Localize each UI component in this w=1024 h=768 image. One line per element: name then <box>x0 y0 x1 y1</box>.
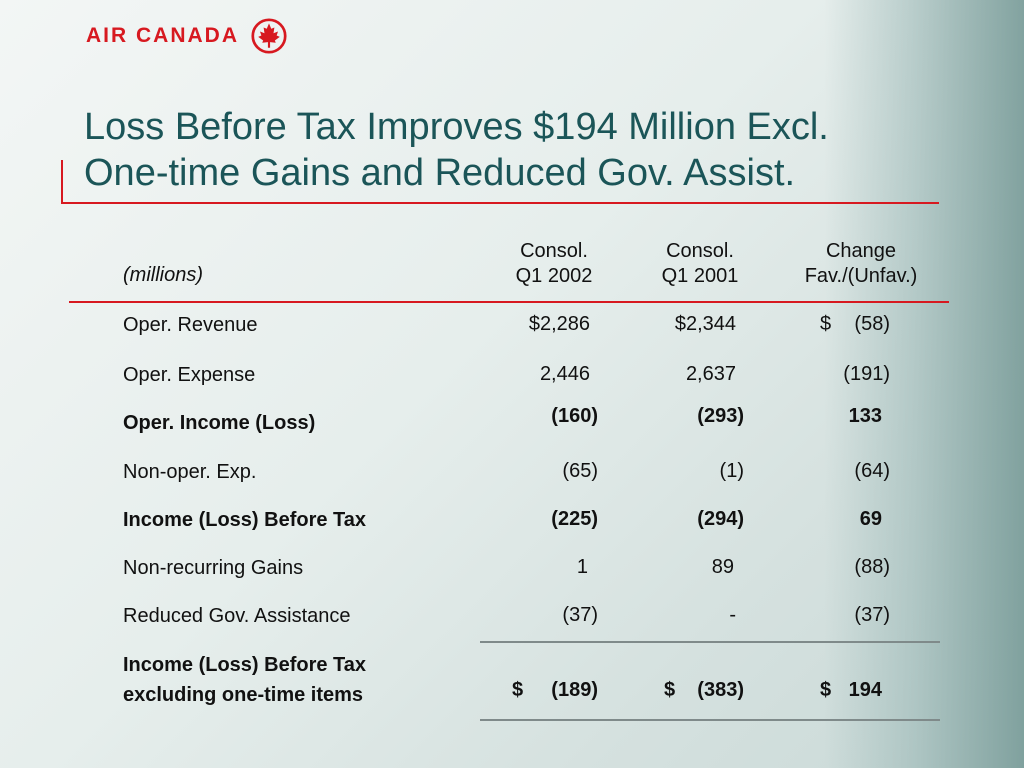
summary-label-line-2: excluding one-time items <box>123 684 364 706</box>
value-non-recurring-gains-2002: 1 <box>576 556 588 578</box>
row-label-non-recurring-gains: Non-recurring Gains <box>123 557 304 579</box>
summary-rule-top <box>480 641 940 643</box>
value-oper-expense-2002: 2,446 <box>539 363 590 385</box>
title-rule-horizontal <box>61 202 939 204</box>
row-label-oper-income: Oper. Income (Loss) <box>123 412 316 434</box>
slide-title: Loss Before Tax Improves $194 Million Ex… <box>84 104 964 196</box>
header-rule <box>69 301 949 303</box>
dollar-sign: $ <box>820 313 832 335</box>
value-oper-expense-change: (191) <box>843 363 890 385</box>
background-band <box>824 0 1024 768</box>
column-header-line: Q1 2001 <box>661 265 739 287</box>
value-summary-change: 194 <box>848 679 882 701</box>
title-line-1: Loss Before Tax Improves $194 Million Ex… <box>84 106 829 148</box>
column-header-q1-2001: Consol. Q1 2001 <box>640 239 760 289</box>
value-oper-revenue-change: (58) <box>854 313 890 335</box>
title-rule-vertical <box>61 160 63 204</box>
summary-rule-bottom <box>480 719 940 721</box>
row-label-income-before-tax: Income (Loss) Before Tax <box>123 509 367 531</box>
value-oper-expense-2001: 2,637 <box>685 363 736 385</box>
row-label-reduced-gov-assistance: Reduced Gov. Assistance <box>123 605 351 627</box>
dollar-sign: $ <box>512 679 524 701</box>
units-label: (millions) <box>123 264 203 286</box>
row-label-oper-expense: Oper. Expense <box>123 364 256 386</box>
column-header-q1-2002: Consol. Q1 2002 <box>494 239 614 289</box>
column-header-change: Change Fav./(Unfav.) <box>781 239 941 289</box>
column-header-line: Q1 2002 <box>515 265 593 287</box>
row-label-oper-revenue: Oper. Revenue <box>123 314 258 336</box>
air-canada-logo: AIR CANADA <box>86 18 287 54</box>
column-header-line: Consol. <box>666 240 734 262</box>
value-non-recurring-gains-change: (88) <box>854 556 890 578</box>
value-oper-revenue-2002: $2,286 <box>528 313 590 335</box>
value-oper-revenue-2001: $2,344 <box>674 313 736 335</box>
value-reduced-gov-assistance-2002: (37) <box>562 604 598 626</box>
dollar-sign: $ <box>820 679 832 701</box>
value-non-oper-exp-2002: (65) <box>562 460 598 482</box>
value-oper-income-change: 133 <box>848 405 882 427</box>
title-line-2: One-time Gains and Reduced Gov. Assist. <box>84 152 796 194</box>
value-income-before-tax-change: 69 <box>859 508 882 530</box>
value-non-recurring-gains-2001: 89 <box>711 556 734 578</box>
value-income-before-tax-2001: (294) <box>697 508 744 530</box>
value-reduced-gov-assistance-2001: - <box>729 604 736 626</box>
logo-wordmark: AIR CANADA <box>86 24 239 47</box>
dollar-sign: $ <box>664 679 676 701</box>
value-summary-2001: (383) <box>697 679 744 701</box>
row-label-non-oper-exp: Non-oper. Exp. <box>123 461 257 483</box>
column-header-line: Change <box>825 240 897 262</box>
column-header-line: Consol. <box>520 240 588 262</box>
value-non-oper-exp-change: (64) <box>854 460 890 482</box>
value-oper-income-2002: (160) <box>551 405 598 427</box>
value-non-oper-exp-2001: (1) <box>719 460 744 482</box>
maple-leaf-roundel-icon <box>251 18 287 54</box>
column-header-line: Fav./(Unfav.) <box>804 265 918 287</box>
value-summary-2002: (189) <box>551 679 598 701</box>
summary-label-line-1: Income (Loss) Before Tax <box>123 654 367 676</box>
value-reduced-gov-assistance-change: (37) <box>854 604 890 626</box>
value-oper-income-2001: (293) <box>697 405 744 427</box>
value-income-before-tax-2002: (225) <box>551 508 598 530</box>
